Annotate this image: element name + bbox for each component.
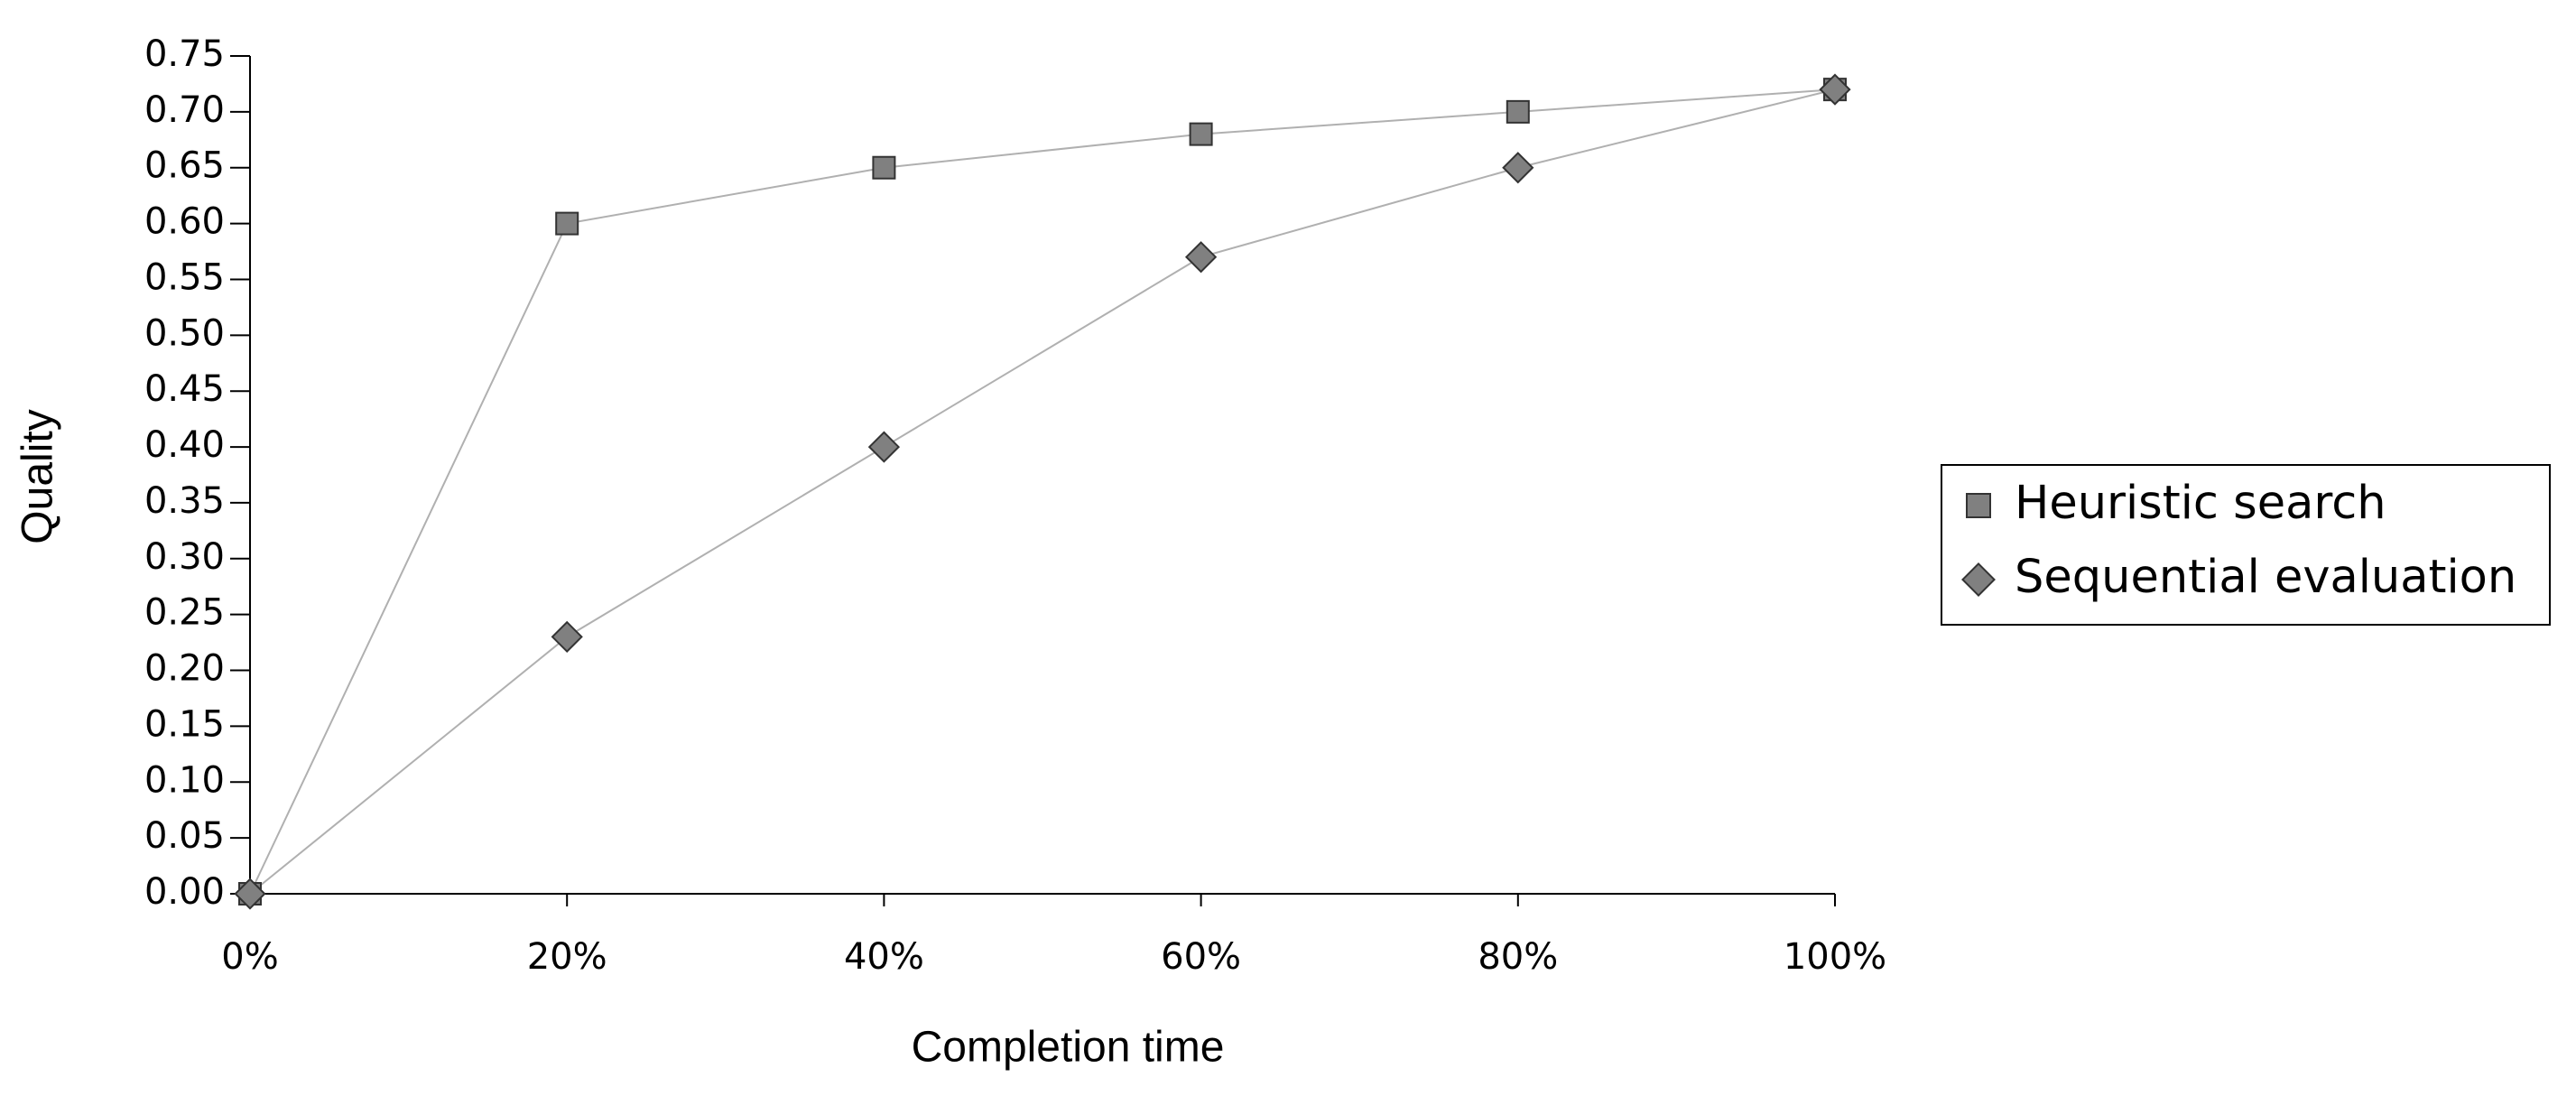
y-tick-label: 0.75 [144,33,225,75]
x-axis-title: Completion time [912,1024,1225,1072]
data-point [555,211,579,236]
y-tick-label: 0.45 [144,368,225,410]
y-tick-label: 0.50 [144,312,225,354]
y-tick-label: 0.65 [144,145,225,187]
x-tick-label: 40% [844,936,924,978]
y-tick-label: 0.00 [144,871,225,913]
x-tick-label: 80% [1478,936,1558,978]
data-point [872,155,896,180]
y-tick-label: 0.10 [144,759,225,801]
y-tick-label: 0.05 [144,815,225,857]
x-tick-label: 0% [221,936,278,978]
y-tick-label: 0.15 [144,703,225,745]
y-tick-label: 0.55 [144,256,225,298]
legend-label: Heuristic search [2015,477,2386,530]
y-tick-label: 0.70 [144,89,225,131]
series-line [249,88,1836,895]
data-point [1184,241,1218,274]
y-tick-label: 0.40 [144,424,225,466]
x-tick-label: 100% [1784,936,1886,978]
x-tick-label: 20% [527,936,607,978]
data-point [234,878,266,910]
legend-label: Sequential evaluation [2015,551,2516,604]
data-point [1189,122,1213,146]
data-point [867,431,901,463]
data-point [551,620,583,654]
legend-marker [1966,493,1991,518]
legend-box [1941,464,2551,626]
data-point [1506,99,1530,124]
data-point [1819,73,1851,106]
y-tick-label: 0.25 [144,592,225,634]
y-tick-label: 0.20 [144,648,225,690]
x-tick-label: 60% [1161,936,1241,978]
y-tick-label: 0.60 [144,201,225,243]
series-line [249,88,1836,895]
y-axis-title: Quality [14,409,62,543]
data-point [1502,152,1534,184]
y-tick-label: 0.35 [144,480,225,522]
legend-marker [1961,562,1996,597]
y-tick-label: 0.30 [144,536,225,578]
